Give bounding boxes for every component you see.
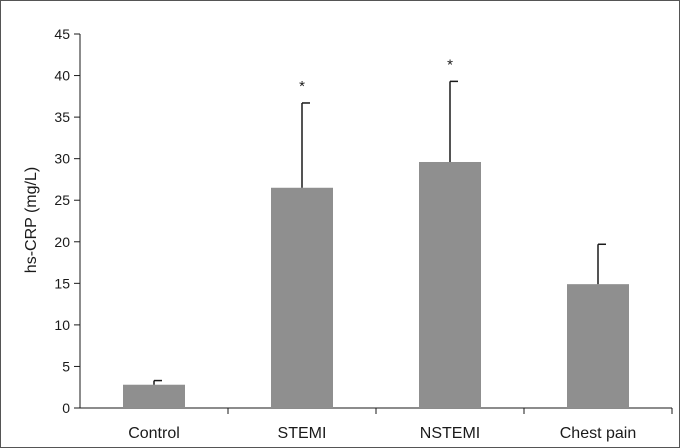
bar-control bbox=[123, 384, 185, 408]
y-axis: 0 5 10 15 20 25 30 35 40 45 bbox=[54, 26, 81, 416]
error-bars-group bbox=[153, 80, 606, 385]
y-axis-title: hs-CRP (mg/L) bbox=[23, 167, 40, 273]
annotations-group: ** bbox=[299, 56, 453, 95]
x-axis: Control STEMI NSTEMI Chest pain bbox=[80, 407, 673, 442]
y-tick-label: 20 bbox=[54, 234, 70, 250]
y-tick-label: 5 bbox=[62, 358, 70, 374]
bars-group bbox=[123, 161, 629, 408]
x-tick-label: Chest pain bbox=[560, 425, 637, 442]
bar-nstemi bbox=[419, 161, 481, 408]
y-tick-label: 25 bbox=[54, 192, 70, 208]
y-tick-label: 30 bbox=[54, 151, 70, 167]
y-tick-label: 0 bbox=[62, 400, 70, 416]
y-tick-label: 15 bbox=[54, 275, 70, 291]
y-tick-label: 10 bbox=[54, 317, 70, 333]
x-tick-label: STEMI bbox=[278, 425, 327, 442]
significance-marker: * bbox=[447, 56, 453, 73]
y-tick-label: 35 bbox=[54, 109, 70, 125]
significance-marker: * bbox=[299, 78, 305, 95]
y-tick-label: 40 bbox=[54, 68, 70, 84]
x-tick-label: Control bbox=[128, 425, 180, 442]
bar-chest-pain bbox=[567, 284, 629, 408]
x-tick-label: NSTEMI bbox=[420, 425, 480, 442]
y-tick-label: 45 bbox=[54, 26, 70, 42]
bar-stemi bbox=[271, 187, 333, 408]
